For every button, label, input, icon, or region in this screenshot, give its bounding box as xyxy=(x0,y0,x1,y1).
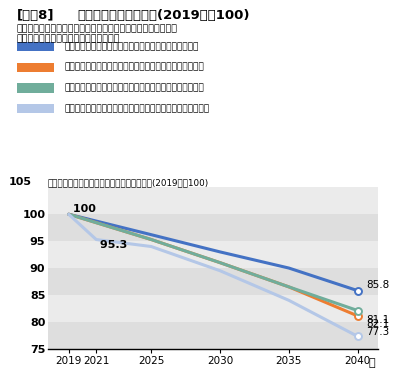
Text: 95.3: 95.3 xyxy=(96,240,127,250)
Bar xyxy=(48,295,378,322)
Text: 商施設売上高の見通し(2019年＝100): 商施設売上高の見通し(2019年＝100) xyxy=(77,9,250,22)
Bar xyxy=(48,322,378,349)
Bar xyxy=(48,214,378,241)
Text: 77.3: 77.3 xyxy=(366,327,389,337)
Text: 消費チャネル：コロナ前回帰、消費構造：ニューノーマル: 消費チャネル：コロナ前回帰、消費構造：ニューノーマル xyxy=(65,83,204,92)
Bar xyxy=(48,241,378,268)
Text: 出所：総務省、経済産業省、国立社会保障・人口問題研究所の: 出所：総務省、経済産業省、国立社会保障・人口問題研究所の xyxy=(17,24,178,33)
Text: 85.8: 85.8 xyxy=(366,280,389,290)
Text: 年: 年 xyxy=(369,358,375,368)
Text: 81.1: 81.1 xyxy=(366,315,389,325)
Bar xyxy=(48,187,378,214)
Text: 100: 100 xyxy=(69,204,96,214)
Text: データをもとにニッセイ基礎研究所作成: データをもとにニッセイ基礎研究所作成 xyxy=(17,34,120,43)
Text: 消費チャネル：ニューノーマル、消費構造：コロナ前回帰: 消費チャネル：ニューノーマル、消費構造：コロナ前回帰 xyxy=(65,63,204,72)
Text: 物販・外食・サービス支出・商業施設売上高(2019年＝100): 物販・外食・サービス支出・商業施設売上高(2019年＝100) xyxy=(48,178,209,187)
Text: 消費チャネル：コロナ前回帰、消費構造：コロナ前回帰: 消費チャネル：コロナ前回帰、消費構造：コロナ前回帰 xyxy=(65,42,199,51)
Text: 82.1: 82.1 xyxy=(366,319,389,329)
Text: 消費チャネル：ニューノーマル、消費構造：ニューノーマル: 消費チャネル：ニューノーマル、消費構造：ニューノーマル xyxy=(65,104,210,113)
Text: 105: 105 xyxy=(8,177,31,187)
Text: [図表8]: [図表8] xyxy=(17,9,54,22)
Bar xyxy=(48,268,378,295)
